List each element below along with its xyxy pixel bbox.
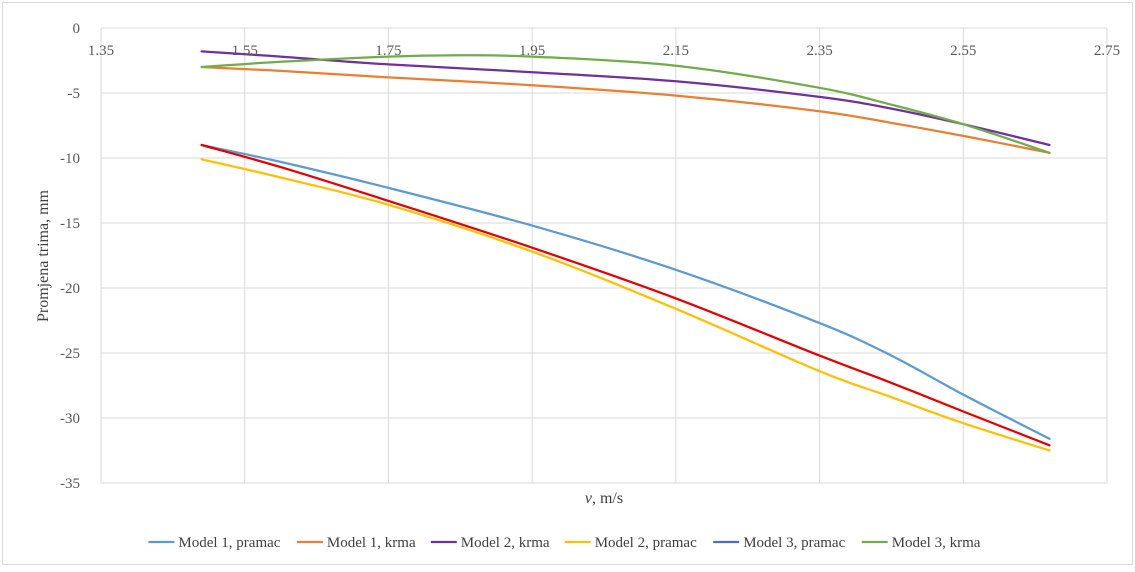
- y-tick-label: -5: [68, 86, 81, 102]
- series-lines: [200, 50, 1051, 452]
- series-line-4: [200, 158, 1051, 452]
- x-tick-label: 2.55: [950, 43, 976, 59]
- series-line-5: [200, 143, 1051, 447]
- legend-label-6: Model 3, krma: [892, 535, 981, 551]
- legend-label-4: Model 2, pramac: [595, 535, 697, 551]
- legend: Model 1, pramac Model 1, krma Model 2, krm…: [148, 535, 981, 551]
- series-line-2: [200, 65, 1051, 154]
- gridlines: [100, 27, 1108, 484]
- y-tick-label: -10: [60, 151, 80, 167]
- y-tick-label: -30: [60, 411, 80, 427]
- y-tick-label: -15: [60, 216, 80, 232]
- x-tick-label: 1.75: [375, 43, 401, 59]
- x-axis-unit: , m/s: [592, 490, 623, 507]
- legend-label-3: Model 2, krma: [461, 535, 550, 551]
- legend-label-2: Model 1, krma: [327, 535, 416, 551]
- x-tick-label: 2.75: [1094, 43, 1120, 59]
- series-line-6: [200, 54, 1051, 154]
- x-tick-label: 1.35: [88, 43, 114, 59]
- x-tick-label: 1.95: [519, 43, 545, 59]
- x-axis-title: v, m/s: [585, 490, 623, 507]
- legend-label-1: Model 1, pramac: [178, 535, 280, 551]
- y-axis-title: Promjena trima, mm: [35, 189, 52, 322]
- y-tick-label: -35: [60, 476, 80, 492]
- y-tick-label: -20: [60, 281, 80, 297]
- y-tick-label: 0: [73, 21, 81, 37]
- x-tick-label: 2.35: [806, 43, 832, 59]
- legend-label-5: Model 3, pramac: [743, 535, 845, 551]
- series-line-1: [200, 143, 1051, 440]
- x-tick-label: 1.55: [232, 43, 258, 59]
- x-axis-variable: v: [585, 490, 593, 507]
- y-tick-label: -25: [60, 346, 80, 362]
- tick-labels: 0 -5 -10 -15 -20 -25 -30 -35 1.35 1.55 1.75 1.95 2.1…: [60, 21, 1120, 492]
- x-tick-label: 2.15: [663, 43, 689, 59]
